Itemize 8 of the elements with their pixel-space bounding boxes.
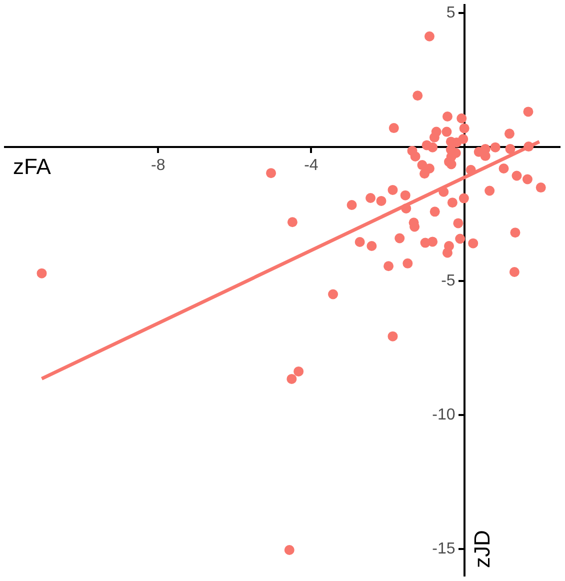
y-tick-label: -5 [441, 272, 456, 290]
y-tick-label: 5 [446, 4, 456, 22]
y-tick-label: -10 [432, 406, 456, 424]
x-tick-label: -8 [150, 157, 166, 174]
x-axis-title: zFA [13, 154, 52, 180]
y-tick-label: -15 [432, 540, 456, 558]
y-axis-title: zJD [469, 530, 494, 568]
x-tick-label: -4 [304, 157, 318, 174]
